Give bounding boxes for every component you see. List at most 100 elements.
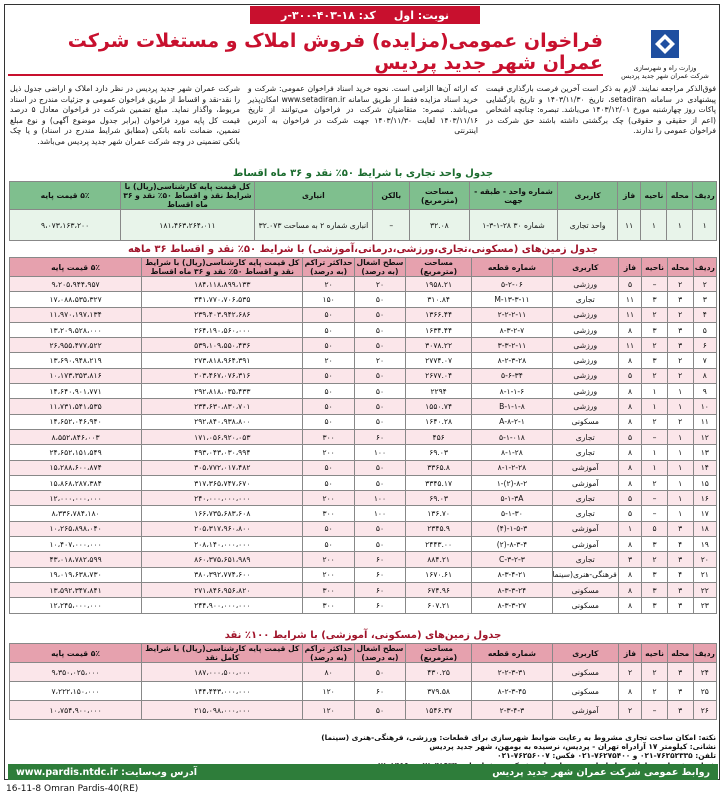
- cell: ۲۱۵،۰۹۸،۰۰۰،۰۰۰: [141, 700, 304, 720]
- row: ۱۸ ۳ ۵ ۱ آموزشی ۱-۵-۳-(۴) ۲۳۴۵.۹ ۵۰ ۵۰ ۲۰۵،۳۱۷،۹۶…: [8, 520, 718, 538]
- cell: ۳۰۰: [302, 428, 355, 446]
- note: تلفن: ۷۶۲۵۲۳۳۵-۰۲۱ و ۷۶۲۷۵۴۰۰-۰۲۱ فکس: ۷…: [497, 751, 716, 761]
- logo-text: شرکت عمران شهر جدید پردیس: [621, 72, 709, 80]
- cell: ۲۶: [692, 700, 718, 720]
- cell: ۵-۶-۳۴: [471, 367, 553, 385]
- logo: وزارت راه و شهرسازی شرکت عمران شهر جدید …: [612, 28, 718, 82]
- header-cell: مساحت (مترمربع): [409, 181, 470, 210]
- cell: M-۱۳-۳-۱۱: [471, 291, 553, 308]
- cell: ۸: [617, 536, 643, 553]
- cell: ۳۷۹.۵۸: [405, 681, 473, 701]
- cell: ۳: [666, 321, 694, 339]
- cell: ۶۰۷.۲۱: [405, 597, 473, 614]
- cell: تجاری: [551, 428, 619, 446]
- cell: مسکونی: [551, 597, 619, 614]
- cell: ۲: [641, 474, 668, 492]
- cell: آموزشی: [551, 520, 619, 538]
- cell: ۲: [641, 662, 668, 682]
- cell: ۵۰: [353, 662, 407, 682]
- table-title: جدول زمین‌های (مسکونی، آموزشی) با شرایط …: [224, 630, 502, 641]
- cell: ۱۴۴،۴۴۳،۰۰۰،۰۰۰: [141, 681, 304, 701]
- cell: ۱۳: [692, 444, 718, 461]
- cell: ۱: [666, 490, 694, 507]
- cell: ۱۵۵۰.۷۴: [405, 398, 473, 415]
- cell: ۱۵،۸۶۸،۲۸۷،۳۸۴: [8, 474, 143, 492]
- cell: تجاری: [551, 490, 619, 507]
- cell: ۲۶،۹۵۵،۴۷۷،۵۲۲: [8, 337, 143, 354]
- cell: ۵: [641, 520, 668, 538]
- cell: ۶۹.۰۳: [405, 490, 473, 507]
- cell: ۱۸۱،۴۶۳،۲۶۴،۰۱۱: [120, 209, 255, 241]
- cell: ۱۱: [617, 306, 643, 323]
- cell: ۲۰: [692, 551, 718, 568]
- cell: ۸: [617, 459, 643, 476]
- cell: ۳۳۶۵.۸: [405, 459, 473, 476]
- cell: ۱۰،۱۷۳،۳۵۳،۸۱۶: [8, 367, 143, 385]
- pr: روابط عمومی شرکت عمران شهر جدید پردیس: [492, 766, 710, 778]
- cell: تجاری: [551, 505, 619, 522]
- header-cell: ۵٪ قیمت پایه: [8, 643, 143, 663]
- cell: ۱۶۷۰.۶۱: [405, 566, 473, 583]
- cell: ۱۳،۶۹۰،۹۴۸،۲۱۹: [8, 352, 143, 369]
- cell: ۱۳،۲۰۹،۵۲۸،۰۰۰: [8, 321, 143, 339]
- cell: ۱۰۰: [353, 505, 407, 522]
- cell: ۱۰: [692, 398, 718, 415]
- cell: ۲۷۱،۸۴۶،۹۵۶،۸۲۰: [141, 581, 304, 599]
- cell: ۵۰: [353, 306, 407, 323]
- cell: ۲۰۰: [302, 551, 355, 568]
- cell: ۲۵: [692, 681, 718, 701]
- header-cell: شماره واحد - طبقه - جهت: [468, 181, 559, 210]
- cell: ۵۰: [302, 474, 355, 492]
- cell: ۱۰،۲۶۵،۸۹۸،۰۴۰: [8, 520, 143, 538]
- cell: ۲۰۰: [302, 490, 355, 507]
- header-row: ردیف محله ناحیه فاز کاربری شماره واحد - طبقه …: [8, 181, 717, 210]
- cell: ۱۱: [617, 291, 643, 308]
- cell: ۸-۱-۱-۶: [471, 383, 553, 400]
- cell: ۸،۳۳۶،۷۸۴،۱۸۰: [8, 505, 143, 522]
- cell: ۵: [617, 275, 643, 293]
- logo-icon: [651, 30, 679, 58]
- note: نکته: امکان ساخت تجاری مشروط به رعایت ضو…: [321, 733, 716, 742]
- cell: ۲۰: [353, 275, 407, 293]
- header-cell: انباری: [253, 181, 374, 210]
- cell: ۵۰: [353, 459, 407, 476]
- cell: ۸-۱-۲۸: [471, 444, 553, 461]
- cell: ۶۰: [353, 681, 407, 701]
- header-cell: شماره قطعه: [471, 643, 553, 663]
- cell: ۲۰۰: [302, 444, 355, 461]
- cell: ۵: [692, 321, 718, 339]
- cell: ۲۳۴۵.۹: [405, 520, 473, 538]
- cell: ۳۰۰: [302, 597, 355, 614]
- cell: ۲۷۷۴.۰۷: [405, 352, 473, 369]
- cell: ۲-۲-۳-۳۱: [471, 662, 553, 682]
- cell: ۵۰: [353, 291, 407, 308]
- cell: تجاری: [551, 291, 619, 308]
- cell: انباری شماره ۲ به مساحت ۳۲.۰۷۳: [253, 209, 374, 241]
- cell: ۴: [666, 566, 694, 583]
- cell: ۵۰: [302, 459, 355, 476]
- cell: ۱۸۴،۱۱۸،۸۹۹،۱۳۳: [141, 275, 304, 293]
- cell: ۲۰۳،۴۶۷،۰۷۶،۳۱۶: [141, 367, 304, 385]
- cell: ۷: [692, 352, 718, 369]
- cell: ۵: [617, 367, 643, 385]
- cell: ۲: [641, 551, 668, 568]
- cell: ۱۲۰: [302, 681, 355, 701]
- cell: ۶: [692, 337, 718, 354]
- cell: ۱: [666, 474, 694, 492]
- cell: ۱۴: [692, 459, 718, 476]
- cell: ۸-۱-۲-۲۸: [471, 459, 553, 476]
- cell: ۵: [617, 428, 643, 446]
- cell: ۱۶۳۴.۴۴: [405, 321, 473, 339]
- cell: ۵۰: [302, 337, 355, 354]
- cell: ۱۴،۶۴۰،۹۰۱،۷۷۱: [8, 383, 143, 400]
- row: ۶ ۳ ۲ ۱۱ ورزشی ۳-۳-۲-۱۱ ۳۰۷۸.۲۲ ۵۰ ۵۰ ۵۳۹،۱۰۹،۵۵۰…: [8, 337, 718, 354]
- cell: ۳: [666, 700, 694, 720]
- cell: ۳۱۰.۸۴: [405, 291, 473, 308]
- cell: تجاری: [551, 551, 619, 568]
- cell: مسکونی: [551, 662, 619, 682]
- table-title: جدول زمین‌های (مسکونی،تجاری،ورزشی،درمانی…: [127, 244, 599, 255]
- cell: ۳: [617, 551, 643, 568]
- header-cell: حداکثر تراکم (به درصد): [302, 257, 355, 277]
- row: ۲۳ ۳ ۳ ۸ مسکونی ۸-۳-۳-۲۷ ۶۰۷.۲۱ ۶۰ ۳۰۰ ۲۴۴،۹۰۰،۰۰…: [8, 597, 718, 614]
- cell: ۴۳۰.۲۵: [405, 662, 473, 682]
